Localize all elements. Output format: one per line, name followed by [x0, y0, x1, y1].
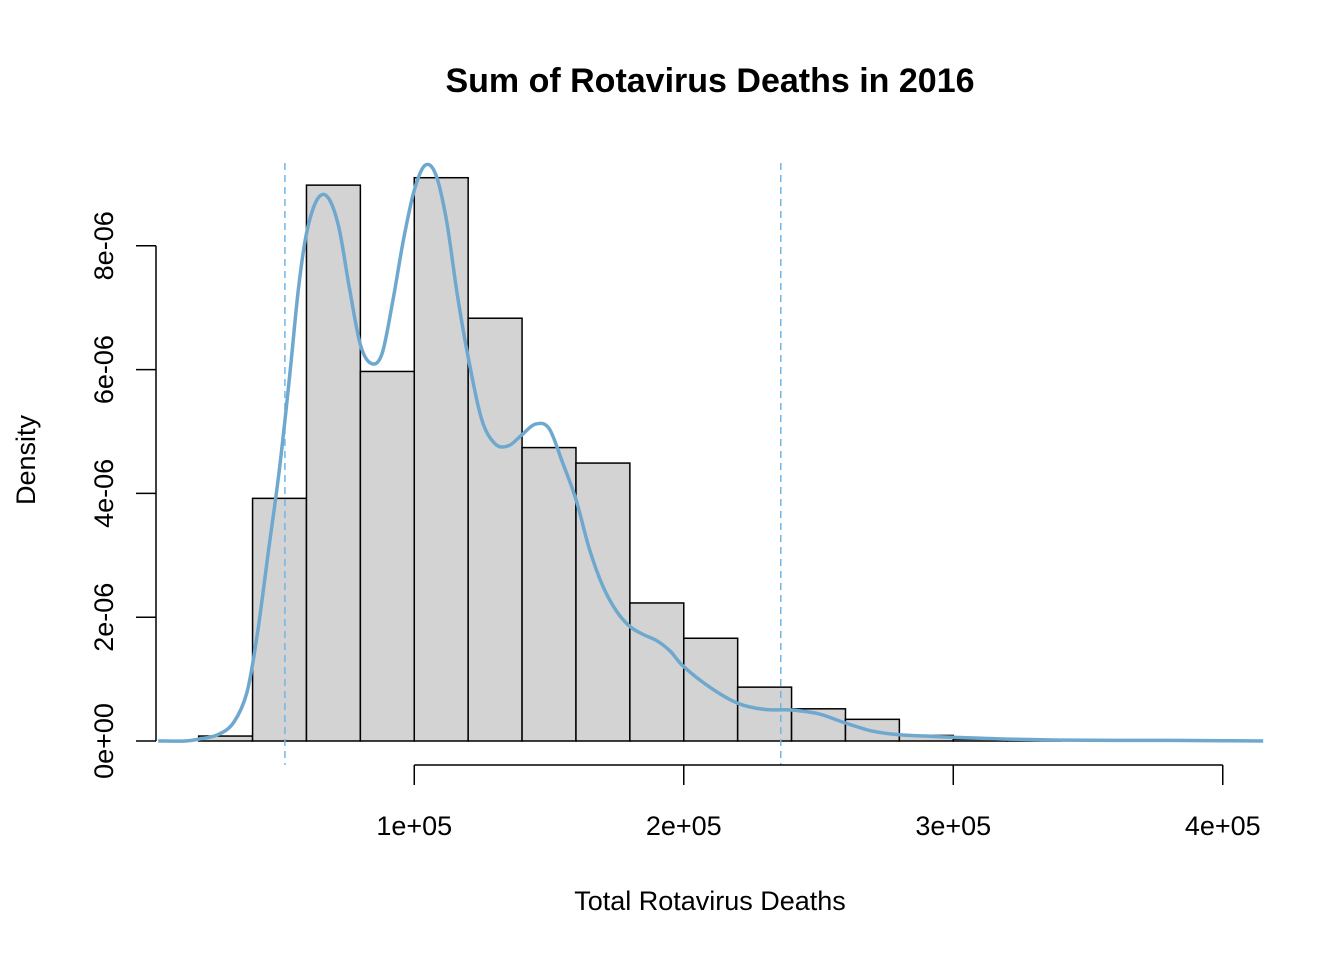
- y-axis: 0e+00 2e-06 4e-06 6e-06 8e-06: [89, 211, 157, 779]
- y-tick-label-8e-06: 8e-06: [89, 211, 119, 280]
- histogram-bars: [197, 176, 1062, 742]
- histogram-bar-10: [683, 637, 739, 742]
- histogram-bar-4: [359, 370, 416, 742]
- x-tick-label-1e+05: 1e+05: [376, 811, 452, 841]
- histogram-bar-6: [467, 317, 523, 742]
- density-curve-layer: [158, 162, 1264, 743]
- x-tick-label-2e+05: 2e+05: [646, 811, 722, 841]
- density-curve: [158, 162, 1264, 743]
- y-tick-label-6e-06: 6e-06: [89, 335, 119, 404]
- y-axis-label: Density: [11, 414, 41, 505]
- y-tick-label-4e-06: 4e-06: [89, 459, 119, 528]
- x-axis-label: Total Rotavirus Deaths: [574, 886, 846, 916]
- histogram-bar-9: [629, 602, 685, 742]
- x-axis: 1e+05 2e+05 3e+05 4e+05: [376, 764, 1261, 841]
- y-tick-label-2e-06: 2e-06: [89, 583, 119, 652]
- histogram-bar-11: [736, 686, 793, 742]
- histogram-bar-8: [575, 462, 631, 742]
- histogram-bar-7: [521, 446, 577, 742]
- histogram-bar-3: [305, 184, 362, 742]
- chart-title: Sum of Rotavirus Deaths in 2016: [445, 62, 974, 100]
- x-tick-label-3e+05: 3e+05: [915, 811, 991, 841]
- histogram-bar-5: [413, 176, 469, 742]
- reference-lines: [284, 163, 782, 765]
- x-tick-label-4e+05: 4e+05: [1185, 811, 1261, 841]
- y-tick-label-0e+00: 0e+00: [89, 703, 119, 779]
